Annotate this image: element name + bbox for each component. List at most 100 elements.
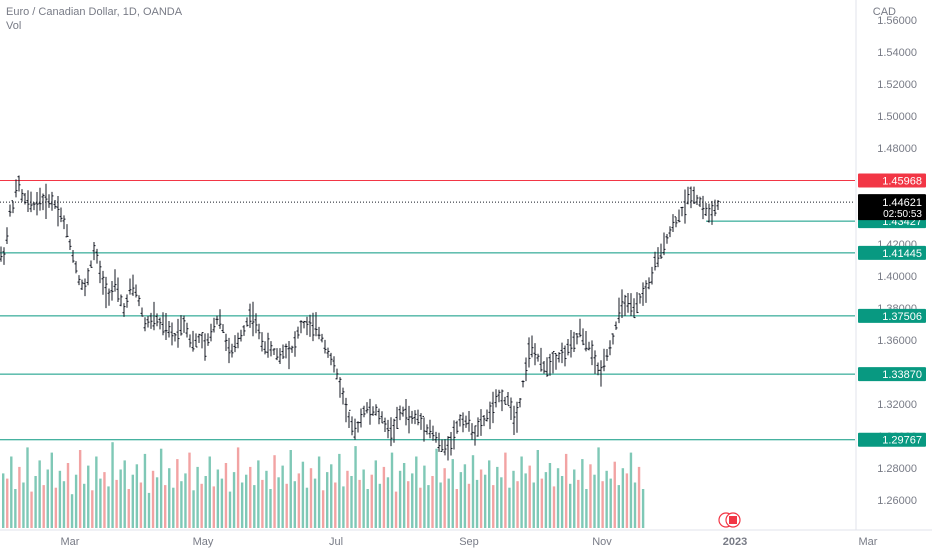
volume-bar [427,485,430,528]
volume-indicator-label[interactable]: Vol [6,20,22,32]
level-price-tag: 1.41445 [882,248,922,260]
level-price-tag-box [858,173,926,188]
volume-bar [18,466,21,528]
volume-bar [483,474,487,528]
volume-bar [172,487,175,528]
volume-bar [556,468,560,528]
volume-bar [581,459,584,528]
volume-bar [196,466,199,528]
volume-bar [536,450,539,528]
volume-bar [362,469,365,528]
volume-bar [330,464,333,528]
volume-bar [621,468,625,528]
volume-bar [390,452,394,528]
volume-bar [488,460,491,528]
volume-bar [370,474,373,528]
volume-bar [257,460,260,528]
volume-bar [394,491,398,528]
volume-bar [289,450,292,528]
volume-bar [447,478,450,528]
level-price-tag: 1.33870 [882,369,922,381]
volume-bar [204,476,207,528]
volume-bar [66,463,70,528]
volume-bar [346,470,349,528]
volume-bar [208,456,211,528]
volume-bar [200,483,203,528]
price-tick-label: 1.56000 [877,15,917,27]
volume-bar [435,448,438,528]
volume-bar [374,460,377,528]
volume-bar [593,474,596,528]
volume-bar [548,463,552,528]
volume-bar [443,468,446,528]
volume-bar [508,487,511,528]
volume-bar [609,478,612,528]
volume-bar [378,483,382,528]
last-price-box [858,194,926,221]
volume-bar [220,478,224,528]
volume-bar [358,479,361,528]
volume-bar [281,465,284,528]
volume-bar [479,469,483,528]
horizontal-levels[interactable] [0,180,855,441]
volume-bar [504,452,507,528]
volume-bar [560,476,564,528]
price-tick-label: 1.28000 [877,463,917,475]
volume-bar [419,487,422,528]
volume-bar [6,478,9,528]
price-tick-label: 1.52000 [877,79,917,91]
volume-bar [30,491,33,528]
volume-bar [402,463,406,528]
currency-label: CAD [872,6,896,18]
volume-bar [321,490,325,528]
volume-bar [277,477,280,528]
chart-title: Euro / Canadian Dollar, 1D, OANDA [6,6,183,18]
volume-bar [26,447,29,528]
volume-bar [475,479,479,528]
volume-bar [459,472,463,528]
volume-bar [62,481,66,528]
volume-bar [285,483,288,528]
volume-bar [34,476,37,528]
volume-bar [240,482,244,528]
price-tick-label: 1.36000 [877,335,917,347]
volume-bar [564,453,568,528]
volume-bar [95,456,98,528]
volume-bar [253,485,256,528]
volume-bar [305,487,309,528]
volume-bar [524,473,527,528]
volume-bar [297,473,301,528]
volume-bar [492,485,495,528]
volume-bar [398,470,402,528]
price-axis-labels: 1.459681.414451.375061.338701.297671.434… [858,173,926,447]
volume-bar [573,469,576,528]
volume-bar [471,455,475,528]
volume-bar [50,452,53,528]
volume-bar [123,460,126,528]
bar-countdown-label: 02:50:53 [883,209,922,220]
volume-bar [500,477,503,528]
volume-bar [386,477,390,528]
volume-bar [192,490,195,528]
canada-flag-icon[interactable] [718,512,741,528]
volume-bar [111,442,114,528]
volume-bar [415,456,418,528]
volume-bar [617,485,620,528]
volume-bar [42,485,45,528]
price-axis-separator [0,0,932,531]
volume-bar [139,482,143,528]
ohlc-bars [0,175,720,461]
volume-bar [180,481,183,528]
volume-bar [633,482,637,528]
level-price-tag: 1.45968 [882,176,922,188]
volume-bar [74,474,78,528]
volume-bar [532,482,535,528]
volume-bars [2,442,645,528]
volume-bar [467,483,471,528]
time-axis[interactable]: Mar May Jul Sep Nov 2023 Mar [61,536,878,548]
time-tick-label: Sep [459,536,479,548]
volume-bar [155,477,159,528]
volume-bar [544,472,548,528]
level-price-tag: 1.37506 [882,311,922,323]
